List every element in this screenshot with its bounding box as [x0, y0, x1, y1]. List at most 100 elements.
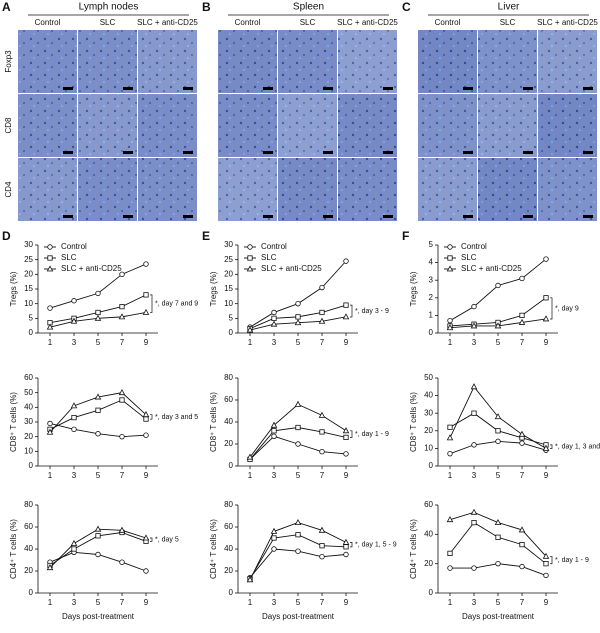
scale-bar — [463, 87, 473, 90]
point — [319, 543, 325, 549]
point — [318, 526, 326, 533]
y-tick-label: 40 — [24, 402, 33, 411]
point — [471, 410, 477, 416]
point — [519, 275, 525, 282]
point — [343, 302, 349, 308]
micrograph — [478, 94, 537, 157]
y-axis-label: Tregs (%) — [409, 271, 418, 306]
x-tick-label: 1 — [448, 471, 453, 480]
micrograph — [18, 94, 77, 157]
row-label: CD4 — [4, 181, 13, 198]
panel-letter: F — [402, 229, 409, 243]
point — [447, 424, 453, 430]
point — [295, 314, 301, 320]
y-tick-label: 5 — [429, 240, 434, 249]
micrograph-shade — [218, 30, 277, 93]
point — [143, 292, 149, 298]
point — [319, 429, 325, 435]
micrograph — [538, 158, 597, 221]
x-tick-label: 7 — [520, 338, 525, 347]
y-axis-label: CD4⁺ T cells (%) — [409, 519, 418, 579]
legend-label: Control — [461, 242, 487, 251]
bracket — [550, 297, 553, 320]
point — [71, 298, 77, 304]
y-tick-label: 50 — [424, 373, 433, 382]
micrograph — [78, 30, 137, 93]
y-tick-label: 80 — [224, 500, 233, 509]
x-axis-label: Days post-treatment — [262, 612, 335, 621]
x-tick-label: 5 — [96, 338, 101, 347]
y-tick-label: 20 — [24, 566, 33, 575]
x-tick-label: 5 — [296, 598, 301, 607]
panel-letter: D — [2, 229, 11, 243]
legend-label: SLC — [261, 253, 277, 262]
series-line — [249, 534, 347, 579]
y-tick-label: 0 — [29, 328, 34, 337]
point — [542, 552, 550, 559]
micrograph-shade — [478, 30, 537, 93]
x-tick-label: 3 — [272, 598, 277, 607]
point — [471, 442, 477, 448]
x-tick-label: 9 — [144, 338, 149, 347]
y-axis-label: CD4⁺ T cells (%) — [209, 519, 218, 579]
annotation: *, day 1 - 9 — [555, 557, 589, 564]
x-tick-label: 5 — [96, 598, 101, 607]
y-tick-label: 20 — [424, 426, 433, 435]
point — [119, 397, 125, 403]
y-tick-label: 25 — [24, 255, 33, 264]
series-line — [449, 522, 547, 565]
point — [271, 428, 277, 434]
bracket — [150, 414, 153, 420]
point — [47, 305, 53, 311]
point — [447, 565, 453, 571]
point — [71, 414, 77, 421]
x-tick-label: 9 — [144, 471, 149, 480]
y-tick-label: 40 — [24, 544, 33, 553]
point — [118, 526, 126, 533]
point — [143, 261, 149, 267]
y-tick-label: 40 — [224, 417, 233, 426]
point — [295, 424, 301, 431]
axis — [37, 505, 158, 594]
micrograph-shade — [18, 158, 77, 221]
point — [495, 438, 501, 445]
x-tick-label: 1 — [48, 598, 53, 607]
micrograph-shade — [418, 158, 477, 221]
scale-bar — [583, 151, 593, 154]
micrograph — [278, 94, 337, 157]
micrograph-shade — [338, 30, 397, 93]
y-tick-label: 0 — [229, 461, 234, 470]
micrograph — [218, 30, 277, 93]
panel-title: Spleen — [293, 2, 324, 13]
micrograph — [418, 94, 477, 157]
point — [495, 282, 501, 289]
x-tick-label: 7 — [120, 598, 125, 607]
series-line — [49, 399, 147, 430]
point — [295, 532, 301, 538]
point — [46, 428, 54, 435]
point — [95, 431, 101, 437]
point — [518, 526, 526, 533]
micrograph-shade — [478, 158, 537, 221]
x-tick-label: 3 — [72, 598, 77, 607]
scale-bar — [463, 151, 473, 154]
micrograph-shade — [418, 30, 477, 93]
micrograph-shade — [78, 94, 137, 157]
point — [495, 534, 501, 540]
x-tick-label: 7 — [320, 598, 325, 607]
scale-bar — [63, 151, 73, 154]
annotation: *, day 3 - 9 — [355, 308, 389, 315]
point — [143, 416, 149, 422]
scale-bar — [183, 215, 193, 218]
micrograph — [138, 30, 197, 93]
scale-bar — [263, 151, 273, 154]
point — [95, 551, 101, 558]
point — [447, 550, 453, 557]
point — [319, 309, 325, 316]
point — [446, 324, 454, 331]
y-tick-label: 60 — [424, 500, 433, 509]
column-label: SLC — [100, 18, 116, 27]
point — [543, 295, 549, 301]
point — [271, 315, 277, 321]
micrograph — [218, 94, 277, 157]
